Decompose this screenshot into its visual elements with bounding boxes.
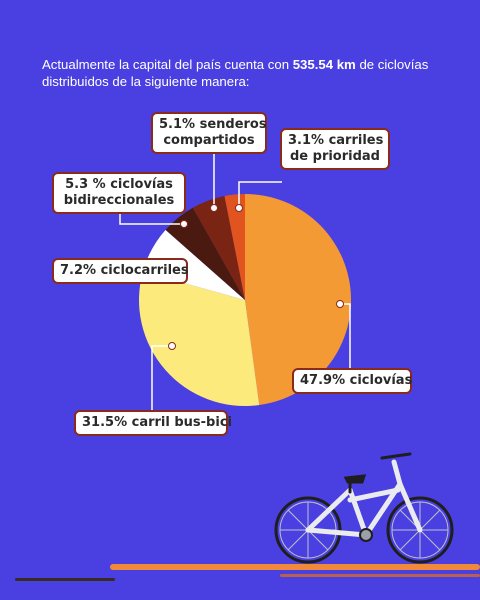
road-stripe-red <box>280 574 480 577</box>
intro-text: Actualmente la capital del país cuenta c… <box>42 56 442 90</box>
intro-text-after: de ciclovías distribuidos de la siguient… <box>42 57 429 89</box>
label-ciclovias: 47.9% ciclovías <box>292 368 412 394</box>
label-ciclovias-text: 47.9% ciclovías <box>300 373 413 388</box>
label-prioridad-line1: 3.1% carriles <box>288 133 384 148</box>
pie-slice-bidireccionales <box>165 207 245 300</box>
intro-highlight-km: 535.54 km <box>292 57 356 72</box>
pie-slice-carriles-prioridad <box>224 194 245 300</box>
leader-dots <box>168 204 344 350</box>
intro-text-before: Actualmente la capital del país cuenta c… <box>42 57 293 72</box>
leader-carril-bus <box>151 345 172 410</box>
label-bidireccionales: 5.3 % ciclovías bidireccionales <box>52 172 186 214</box>
label-bidireccionales-line2: bidireccionales <box>63 193 175 208</box>
dot-prioridad <box>235 204 243 212</box>
label-ciclocarriles: 7.2% ciclocarriles <box>52 258 189 284</box>
pie-slices <box>138 194 352 407</box>
label-senderos-compartidos: 5.1% senderos compartidos <box>151 112 267 154</box>
label-senderos-line2: compartidos <box>163 133 255 148</box>
leader-bidireccionales <box>119 210 184 225</box>
label-senderos-line1: 5.1% senderos <box>159 117 267 132</box>
road-stripe-orange <box>110 564 480 570</box>
pie-slice-carril-bus-bici <box>138 271 260 407</box>
label-carril-bus-bici: 31.5% carril bus-bici <box>74 410 232 436</box>
label-bidireccionales-line1: 5.3 % ciclovías <box>65 177 173 192</box>
bicycle-icon <box>274 452 454 564</box>
label-prioridad-line2: de prioridad <box>289 149 380 164</box>
label-carril-bus-text: 31.5% carril bus-bici <box>82 415 232 430</box>
pie-slice-ciclovias <box>245 194 352 406</box>
dot-ciclovias <box>336 300 344 308</box>
leader-prioridad <box>238 181 282 208</box>
dot-senderos <box>210 204 218 212</box>
pie-slice-senderos-compartidos <box>192 196 245 300</box>
road-stripe-dark <box>15 578 115 581</box>
dot-carril-bus <box>168 342 176 350</box>
pie-slice-ciclocarriles <box>142 229 245 300</box>
label-ciclocarriles-text: 7.2% ciclocarriles <box>60 263 189 278</box>
dot-bidireccionales <box>180 220 188 228</box>
label-carriles-prioridad: 3.1% carriles de prioridad <box>280 128 390 170</box>
